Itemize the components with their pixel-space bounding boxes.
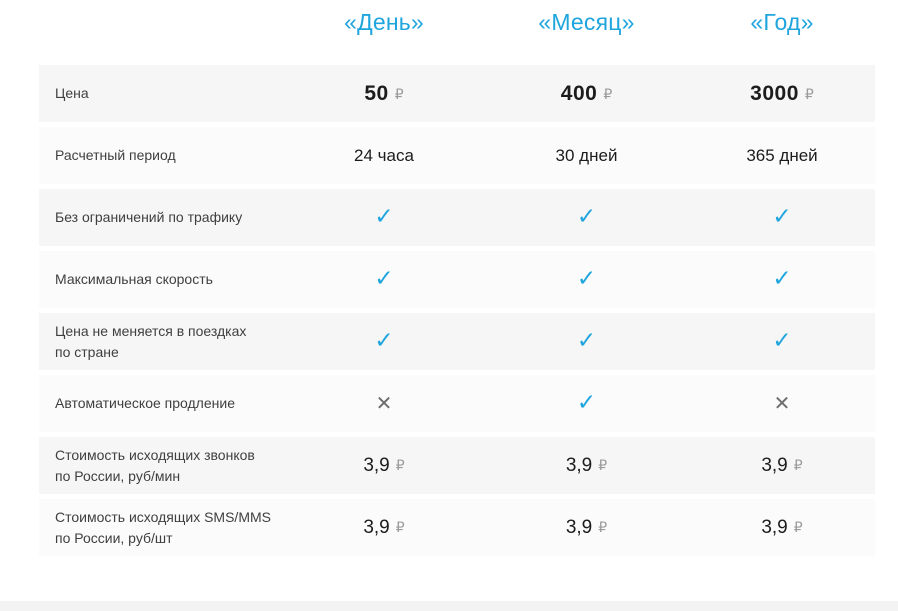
ruble-sign: ₽ bbox=[603, 86, 613, 103]
price-value: 3,9 bbox=[363, 516, 390, 538]
cross-icon: ✕ bbox=[375, 390, 393, 415]
text-value: 24 часа bbox=[354, 145, 414, 165]
cross-icon: ✕ bbox=[773, 390, 791, 415]
row-label: Цена bbox=[55, 85, 89, 102]
check-icon: ✓ bbox=[374, 266, 394, 292]
value-cell: 365 дней bbox=[689, 146, 875, 166]
price-value: 3,9 bbox=[565, 454, 593, 476]
ruble-sign: ₽ bbox=[395, 457, 405, 474]
check-icon: ✓ bbox=[772, 204, 792, 230]
value-cell: ✓ bbox=[689, 268, 875, 291]
price-value: 3,9 bbox=[761, 454, 788, 476]
value-cell: 3,9 ₽ bbox=[284, 455, 484, 477]
ruble-sign: ₽ bbox=[394, 86, 404, 103]
value-cell: ✕ bbox=[284, 393, 484, 415]
price-value: 3000 bbox=[750, 81, 799, 105]
value-cell: ✓ bbox=[284, 206, 484, 229]
check-icon: ✓ bbox=[576, 204, 597, 230]
ruble-sign: ₽ bbox=[395, 519, 405, 536]
row-label: Расчетный период bbox=[55, 147, 176, 164]
value-cell: ✓ bbox=[484, 392, 689, 415]
value-cell: 30 дней bbox=[484, 146, 689, 166]
bottom-divider bbox=[0, 601, 898, 611]
price-value: 50 bbox=[364, 81, 389, 105]
price-value: 3,9 bbox=[363, 454, 390, 476]
value-cell: 3,9 ₽ bbox=[284, 517, 484, 539]
price-value: 3,9 bbox=[761, 516, 788, 538]
value-cell: ✓ bbox=[284, 268, 484, 291]
row-label-cell: Цена не меняется в поездках по стране bbox=[39, 321, 284, 362]
value-cell: 3,9 ₽ bbox=[484, 455, 689, 477]
row-label-cell: Цена bbox=[39, 83, 284, 103]
ruble-sign: ₽ bbox=[804, 86, 814, 103]
check-icon: ✓ bbox=[374, 328, 394, 354]
ruble-sign: ₽ bbox=[598, 457, 608, 474]
table-row: Стоимость исходящих звонков по России, р… bbox=[39, 437, 875, 494]
value-cell: ✓ bbox=[689, 330, 875, 353]
value-cell: 3000 ₽ bbox=[689, 82, 875, 106]
text-value: 365 дней bbox=[746, 145, 818, 165]
ruble-sign: ₽ bbox=[793, 457, 803, 474]
row-label-cell: Стоимость исходящих звонков по России, р… bbox=[39, 445, 284, 486]
table-row: Без ограничений по трафику ✓ ✓ ✓ bbox=[39, 189, 875, 246]
row-label-cell: Расчетный период bbox=[39, 145, 284, 165]
value-cell: 50 ₽ bbox=[284, 82, 484, 106]
value-cell: 400 ₽ bbox=[484, 82, 689, 106]
check-icon: ✓ bbox=[576, 266, 597, 292]
row-label-cell: Максимальная скорость bbox=[39, 269, 284, 289]
price-value: 3,9 bbox=[565, 516, 593, 538]
value-cell: ✓ bbox=[484, 268, 689, 291]
row-label: Автоматическое продление bbox=[55, 395, 235, 412]
value-cell: ✓ bbox=[484, 330, 689, 353]
text-value: 30 дней bbox=[555, 145, 618, 165]
column-header-year: «Год» bbox=[750, 8, 814, 35]
value-cell: ✕ bbox=[689, 393, 875, 415]
row-label: Стоимость исходящих SMS/MMS по России, р… bbox=[55, 509, 271, 546]
check-icon: ✓ bbox=[576, 390, 597, 416]
check-icon: ✓ bbox=[772, 266, 792, 292]
ruble-sign: ₽ bbox=[598, 519, 608, 536]
value-cell: ✓ bbox=[284, 330, 484, 353]
table-row: Автоматическое продление ✕ ✓ ✕ bbox=[39, 375, 875, 432]
value-cell: 3,9 ₽ bbox=[689, 455, 875, 477]
table-row: Расчетный период 24 часа 30 дней 365 дней bbox=[39, 127, 875, 184]
row-label-cell: Автоматическое продление bbox=[39, 393, 284, 413]
table-body: Цена 50 ₽400 ₽3000 ₽ Расчетный период 24 часа 3… bbox=[0, 65, 898, 556]
column-header-month: «Месяц» bbox=[538, 8, 635, 35]
table-row: Максимальная скорость ✓ ✓ ✓ bbox=[39, 251, 875, 308]
table-row: Цена 50 ₽400 ₽3000 ₽ bbox=[39, 65, 875, 122]
table-row: Стоимость исходящих SMS/MMS по России, р… bbox=[39, 499, 875, 556]
row-label-cell: Стоимость исходящих SMS/MMS по России, р… bbox=[39, 507, 284, 548]
value-cell: 3,9 ₽ bbox=[484, 517, 689, 539]
value-cell: 24 часа bbox=[284, 146, 484, 166]
value-cell: ✓ bbox=[689, 206, 875, 229]
check-icon: ✓ bbox=[772, 328, 792, 354]
column-header-day: «День» bbox=[344, 8, 424, 35]
row-label: Максимальная скорость bbox=[55, 271, 213, 288]
price-value: 400 bbox=[560, 81, 598, 105]
value-cell: ✓ bbox=[484, 206, 689, 229]
table-header-row: «День» «Месяц» «Год» bbox=[39, 0, 875, 37]
row-label: Стоимость исходящих звонков по России, р… bbox=[55, 447, 255, 484]
row-label: Без ограничений по трафику bbox=[55, 209, 243, 226]
row-label: Цена не меняется в поездках по стране bbox=[55, 323, 247, 360]
ruble-sign: ₽ bbox=[793, 519, 803, 536]
check-icon: ✓ bbox=[576, 328, 597, 354]
check-icon: ✓ bbox=[374, 204, 394, 230]
table-row: Цена не меняется в поездках по стране ✓ ✓ ✓ bbox=[39, 313, 875, 370]
value-cell: 3,9 ₽ bbox=[689, 517, 875, 539]
row-label-cell: Без ограничений по трафику bbox=[39, 207, 284, 227]
